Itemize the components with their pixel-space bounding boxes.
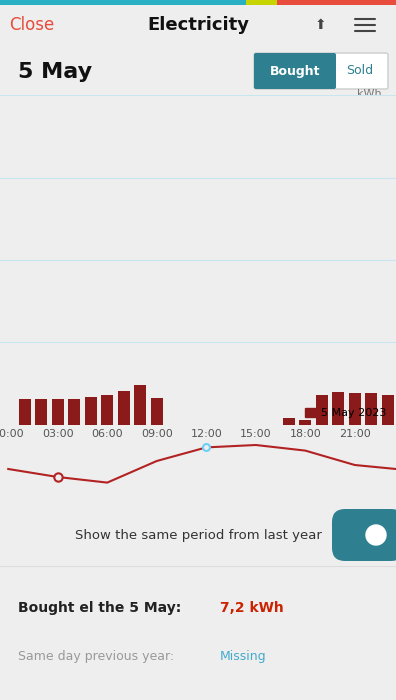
Bar: [277, 0, 396, 5]
Bar: [348, 393, 361, 425]
FancyBboxPatch shape: [332, 509, 396, 561]
Bar: [365, 393, 377, 425]
Text: Show the same period from last year: Show the same period from last year: [74, 528, 322, 542]
Text: Missing: Missing: [220, 650, 267, 664]
Bar: [246, 0, 277, 5]
Text: 7,2 kWh: 7,2 kWh: [220, 601, 284, 615]
Circle shape: [366, 525, 386, 545]
Bar: [35, 400, 48, 425]
Bar: [51, 400, 64, 425]
Text: kWh: kWh: [357, 89, 382, 99]
Bar: [19, 400, 31, 425]
Bar: [101, 395, 113, 425]
Bar: [134, 384, 147, 425]
Bar: [283, 418, 295, 425]
Text: Sold: Sold: [346, 64, 373, 78]
Bar: [299, 420, 311, 425]
Text: Bought el the 5 May:: Bought el the 5 May:: [18, 601, 181, 615]
Bar: [150, 398, 163, 425]
Text: Same day previous year:: Same day previous year:: [18, 650, 174, 664]
Text: Electricity: Electricity: [147, 16, 249, 34]
Bar: [0, 0, 246, 5]
Bar: [382, 395, 394, 425]
FancyBboxPatch shape: [254, 53, 336, 89]
Bar: [68, 400, 80, 425]
Text: Bought: Bought: [270, 64, 320, 78]
Text: Close: Close: [10, 16, 55, 34]
Bar: [85, 397, 97, 425]
Legend: 5 May 2023: 5 May 2023: [301, 403, 390, 423]
Text: 5 May: 5 May: [18, 62, 92, 83]
Bar: [118, 391, 130, 425]
FancyBboxPatch shape: [254, 53, 388, 89]
Text: ⬆: ⬆: [314, 18, 326, 32]
Bar: [316, 395, 328, 425]
Bar: [332, 392, 345, 425]
